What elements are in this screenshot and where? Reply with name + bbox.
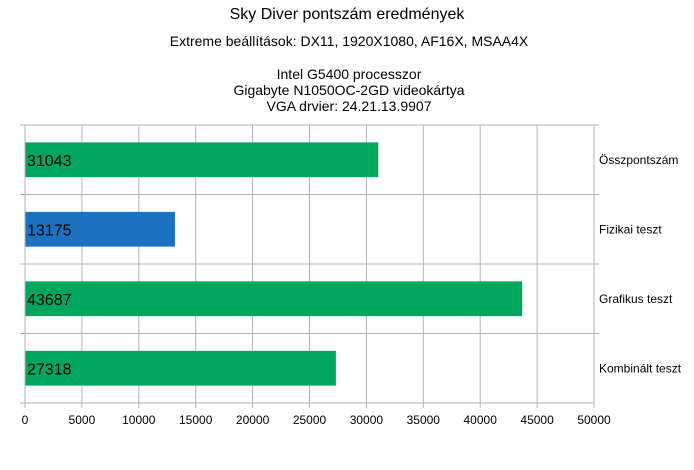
category-label: Fizikai teszt xyxy=(599,222,662,236)
note-gpu: Gigabyte N1050OC-2GD videokártya xyxy=(233,82,464,98)
chart-title: Sky Diver pontszám eredmények xyxy=(230,6,466,23)
bars: 31043 13175 43687 27318 xyxy=(25,142,523,386)
x-tick-label: 50000 xyxy=(577,413,611,427)
note-driver: VGA drvier: 24.21.13.9907 xyxy=(267,98,432,114)
x-tick-label: 30000 xyxy=(350,413,384,427)
x-tick-label: 20000 xyxy=(236,413,270,427)
x-tick-label: 15000 xyxy=(179,413,213,427)
category-label: Összpontszám xyxy=(599,153,678,167)
bar xyxy=(25,142,379,178)
axes: 0 5000 10000 15000 20000 25000 30000 35000 40000… xyxy=(22,124,682,427)
bar xyxy=(25,281,523,317)
bar xyxy=(25,350,336,386)
x-tick-label: 40000 xyxy=(464,413,498,427)
x-tick-label: 45000 xyxy=(520,413,554,427)
category-label: Grafikus teszt xyxy=(599,292,673,306)
data-label: 27318 xyxy=(27,361,72,378)
bar xyxy=(25,211,175,247)
data-label: 43687 xyxy=(27,292,72,309)
x-tick-label: 5000 xyxy=(69,413,96,427)
x-tick-label: 10000 xyxy=(122,413,156,427)
note-cpu: Intel G5400 processzor xyxy=(277,66,422,82)
chart-subtitle: Extreme beállítások: DX11, 1920X1080, AF… xyxy=(170,33,529,49)
data-label: 13175 xyxy=(27,222,72,239)
x-tick-label: 35000 xyxy=(407,413,441,427)
x-tick-label: 25000 xyxy=(293,413,327,427)
x-tick-label: 0 xyxy=(22,413,29,427)
data-label: 31043 xyxy=(27,153,72,170)
category-label: Kombinált teszt xyxy=(599,361,682,375)
